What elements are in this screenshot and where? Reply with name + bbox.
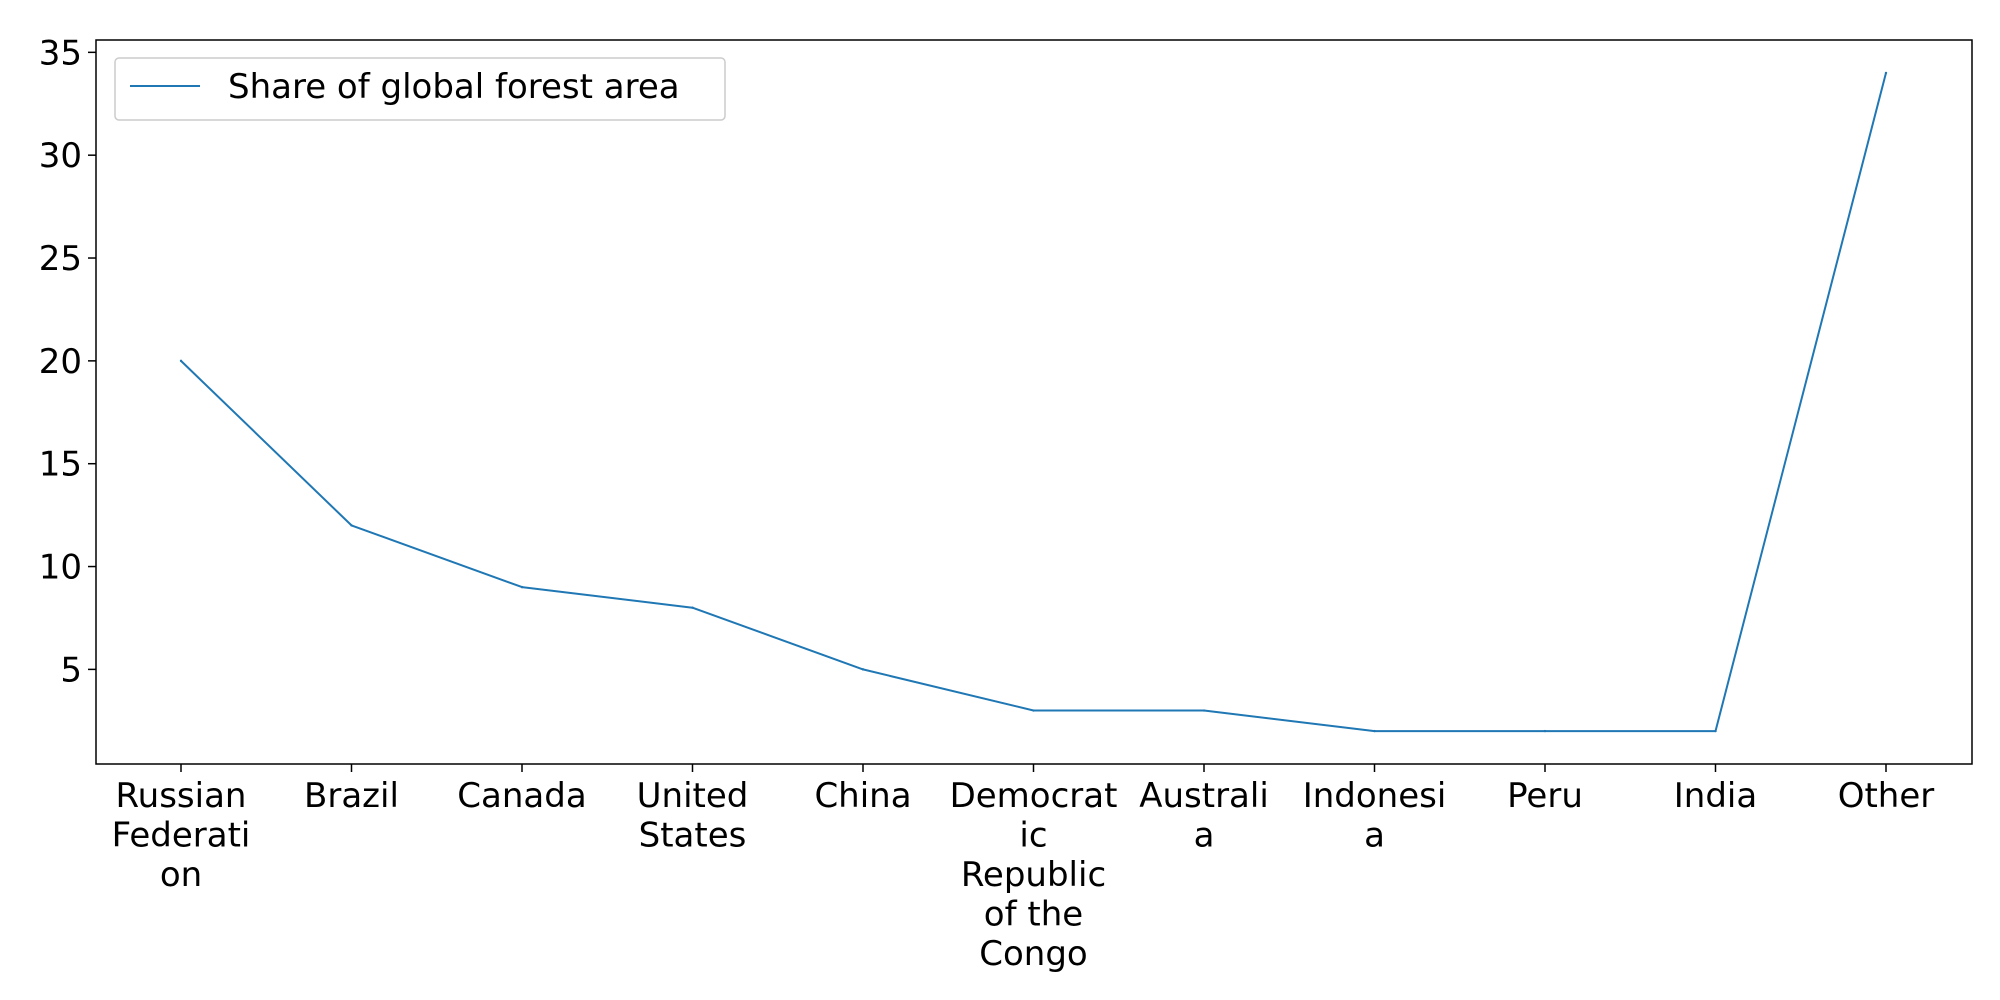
data-point — [861, 668, 865, 671]
x-tick-label: Democrat ic Republic of the Congo — [950, 776, 1118, 974]
x-tick-label: Canada — [457, 776, 586, 816]
data-point — [1032, 709, 1035, 712]
data-point — [179, 359, 183, 363]
data-point — [350, 524, 353, 527]
x-tick-label: Other — [1838, 776, 1935, 816]
y-tick-label: 5 — [60, 650, 82, 690]
y-tick-label: 35 — [39, 33, 82, 73]
y-tick-label: 15 — [39, 445, 82, 485]
y-tick-label: 25 — [39, 239, 82, 279]
legend-box — [114, 57, 726, 121]
y-tick-label: 20 — [39, 342, 82, 382]
data-point — [691, 606, 694, 609]
data-layer — [179, 71, 1888, 733]
x-tick-label: China — [814, 776, 911, 816]
x-tick-label: Brazil — [304, 776, 399, 816]
x-tick-label: Indonesi a — [1303, 776, 1447, 856]
x-tick-label: United States — [637, 776, 749, 856]
series-line — [180, 72, 1887, 733]
legend: Share of global forest area — [114, 57, 726, 121]
x-tick-label: Russian Federati on — [112, 776, 251, 895]
legend-label: Share of global forest area — [228, 67, 680, 107]
x-tick-label: Peru — [1507, 776, 1583, 816]
y-tick-label: 30 — [39, 136, 82, 176]
data-point — [1373, 729, 1376, 733]
y-tick-label: 10 — [39, 548, 82, 588]
data-point — [520, 585, 524, 589]
axes: 5 10 15 20 25 30 35 Russian Federati on Brazil Cana… — [39, 33, 1973, 974]
data-point — [1202, 709, 1206, 712]
data-point — [1884, 71, 1888, 75]
data-point — [1714, 729, 1717, 733]
x-tick-label: India — [1674, 776, 1757, 816]
data-point — [1543, 729, 1547, 733]
plot-frame — [95, 39, 1973, 765]
x-tick-label: Australi a — [1139, 776, 1269, 856]
